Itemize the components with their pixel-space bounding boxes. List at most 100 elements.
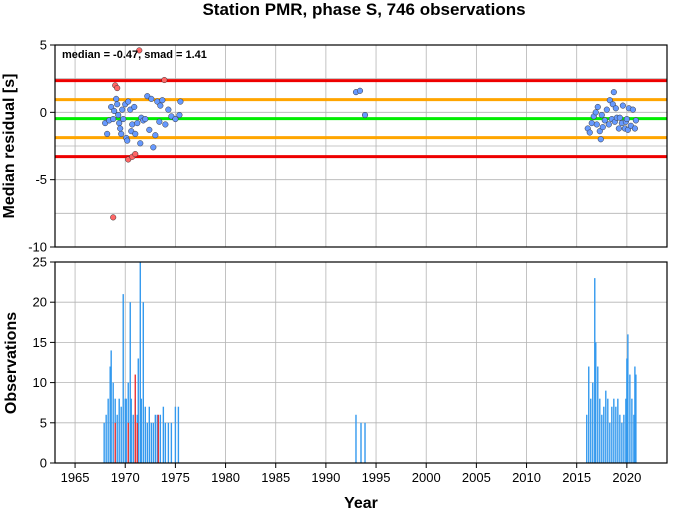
year-tick-label: 1975	[161, 470, 190, 485]
residual-point	[148, 95, 155, 102]
residual-point	[361, 111, 369, 119]
residual-point	[131, 103, 138, 110]
residual-point	[588, 120, 595, 127]
observations-y-ticks: 0 5 10 15 20 25	[33, 255, 55, 471]
median-smad-annotation: median = -0.47, smad = 1.41	[62, 49, 207, 61]
residual-point	[108, 103, 115, 110]
residual-point	[632, 117, 639, 124]
year-tick-label: 1965	[61, 470, 90, 485]
residual-point	[612, 105, 619, 112]
residual-point	[150, 144, 157, 151]
residual-point	[593, 121, 600, 128]
outlier-point	[132, 151, 139, 158]
residual-point	[629, 106, 636, 113]
residual-point	[615, 125, 622, 132]
year-tick-label: 1995	[362, 470, 391, 485]
residual-point	[631, 125, 638, 132]
chart-title: Station PMR, phase S, 746 observations	[202, 0, 525, 19]
residual-point	[598, 111, 605, 119]
residual-point	[610, 89, 617, 96]
residual-ytick-label: -5	[35, 172, 47, 187]
residual-point	[124, 137, 131, 144]
year-tick-label: 2000	[412, 470, 441, 485]
residual-point	[177, 98, 184, 105]
residual-point	[137, 140, 144, 147]
residual-point	[120, 116, 127, 123]
observations-plot-frame	[54, 261, 668, 464]
residual-y-axis-title: Median residual [s]	[1, 74, 18, 219]
year-tick-label: 1970	[111, 470, 140, 485]
residual-point	[104, 130, 111, 137]
outlier-point	[114, 85, 121, 92]
residual-ytick-label: 0	[40, 105, 47, 120]
observation-bars	[103, 262, 637, 463]
obs-ytick-label: 20	[33, 295, 47, 310]
observations-y-axis-title: Observations	[3, 312, 20, 414]
residual-plot-frame	[54, 44, 668, 248]
residual-point	[356, 87, 364, 94]
residual-point	[599, 124, 606, 131]
year-tick-label: 2005	[462, 470, 491, 485]
residual-points	[102, 47, 639, 221]
residual-point	[594, 103, 601, 110]
obs-ytick-label: 25	[33, 255, 47, 270]
observations-panel: 0 5 10 15 20 25 1965 1970 1975 1980 1985 1990 1995 2…	[3, 255, 668, 511]
year-tick-label: 1985	[261, 470, 290, 485]
obs-ytick-label: 0	[40, 456, 47, 471]
residual-point	[616, 114, 623, 121]
residual-y-ticks: -10 -5 0 5	[28, 38, 55, 255]
residual-point	[125, 98, 132, 105]
residual-panel: -10 -5 0 5 median = -0.47, smad = 1.41 Medi…	[1, 38, 668, 255]
residual-point	[117, 125, 124, 132]
residual-point	[165, 106, 172, 113]
residual-point	[142, 116, 149, 123]
residual-point	[172, 116, 179, 123]
residual-point	[592, 109, 599, 116]
residual-grid	[55, 45, 667, 247]
residual-point	[111, 107, 118, 115]
residual-point	[152, 132, 159, 139]
residual-ytick-label: 5	[40, 38, 47, 53]
observations-grid	[55, 262, 667, 463]
x-axis-title: Year	[344, 495, 378, 511]
residual-point	[110, 116, 117, 123]
obs-ytick-label: 15	[33, 335, 47, 350]
residual-point	[597, 136, 604, 143]
residual-point	[146, 126, 153, 133]
residual-point	[156, 118, 163, 125]
residual-point	[129, 121, 136, 128]
residual-point	[134, 120, 141, 127]
residual-point	[162, 121, 169, 128]
obs-ytick-label: 5	[40, 415, 47, 430]
residual-point	[609, 101, 616, 108]
residual-point	[132, 130, 139, 137]
outlier-point	[161, 76, 168, 84]
residual-point	[601, 117, 608, 124]
residual-point	[159, 97, 166, 104]
residual-point	[118, 130, 125, 137]
year-x-ticks: 1965 1970 1975 1980 1985 1990 1995 2000 2005 2010…	[61, 463, 641, 485]
residual-point	[119, 106, 126, 113]
year-tick-label: 2020	[612, 470, 641, 485]
outlier-point	[110, 214, 117, 221]
residual-ytick-label: -10	[28, 240, 47, 255]
residual-point	[624, 126, 631, 133]
residual-point	[619, 102, 626, 109]
year-tick-label: 1990	[311, 470, 340, 485]
residual-point	[623, 116, 630, 123]
residual-point	[157, 102, 164, 109]
year-tick-label: 2015	[562, 470, 591, 485]
residual-point	[605, 121, 612, 128]
residual-point	[113, 95, 120, 102]
residual-point	[115, 111, 122, 119]
outlier-point	[136, 47, 143, 54]
residual-point	[114, 101, 121, 108]
residual-point	[603, 106, 610, 113]
obs-ytick-label: 10	[33, 375, 47, 390]
residual-point	[176, 111, 183, 119]
year-tick-label: 1980	[211, 470, 240, 485]
residual-point	[596, 128, 603, 135]
year-tick-label: 2010	[512, 470, 541, 485]
residual-point	[606, 97, 613, 104]
